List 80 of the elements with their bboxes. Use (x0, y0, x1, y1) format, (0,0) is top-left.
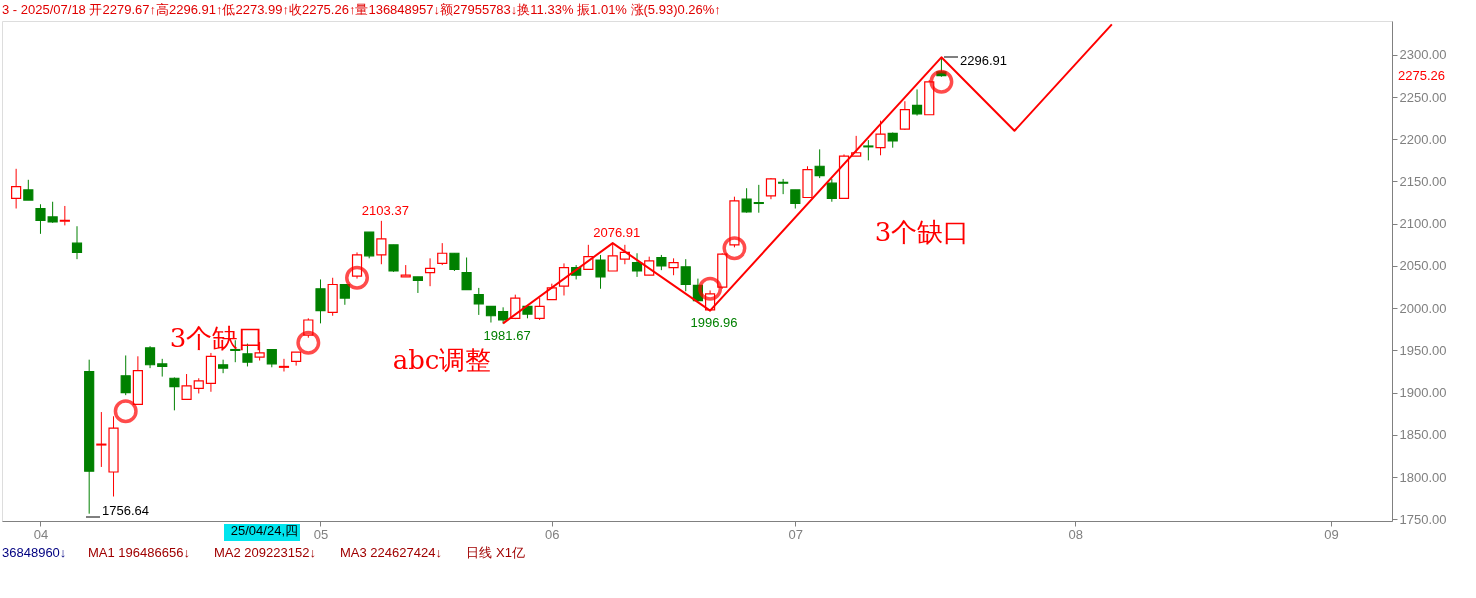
candlestick (35, 203, 46, 235)
candlestick (741, 187, 752, 214)
candlestick (71, 225, 83, 260)
candlestick (790, 189, 801, 209)
line-series (502, 23, 1113, 325)
y-tick-label: 2300.00 (1399, 47, 1447, 63)
candlestick (11, 168, 22, 209)
candlestick (120, 354, 131, 396)
candlestick (899, 100, 910, 131)
y-tick-label: 1900.00 (1399, 385, 1447, 401)
x-tick-label: 07 (788, 526, 804, 542)
candlestick (218, 359, 229, 374)
annotation: abc调整 (392, 345, 492, 375)
candlestick (814, 148, 825, 179)
point (113, 399, 138, 424)
x-tick-label: 05 (313, 526, 329, 542)
y-tick-label: 2000.00 (1399, 300, 1447, 316)
x-tick-label: 04 (33, 526, 49, 542)
candlestick (364, 231, 375, 259)
annotation: 3个缺口 (874, 217, 970, 247)
chart-title: 3 - 2025/07/18 开2279.67↑高2296.91↑低2273.99↑收2275.26↑量136848957↓额27955783↓换11.33% 振1.01% 涨(5.93)0.26%↑ (2, 2, 721, 17)
candlestick (339, 283, 350, 306)
y-tick-label: 2200.00 (1399, 131, 1447, 147)
text: 2275.26 (1398, 68, 1445, 83)
candlestick (47, 201, 58, 224)
text: X1亿 (496, 545, 525, 560)
text: MA1 196486656↓ (88, 545, 190, 560)
point (296, 330, 321, 355)
y-tick-label: 2150.00 (1399, 173, 1447, 189)
candlestick (424, 257, 436, 287)
text: MA3 224627424↓ (340, 545, 442, 560)
annotation: 3个缺口 (169, 323, 265, 353)
candlestick (376, 220, 387, 265)
x-tick-label: 09 (1324, 526, 1339, 542)
text: 36848960↓ (2, 545, 67, 560)
point (345, 265, 370, 290)
y-tick-label: 2100.00 (1399, 216, 1447, 232)
x-tick-label: 08 (1068, 526, 1084, 542)
candlestick (680, 258, 691, 292)
candlestick (765, 177, 777, 200)
candlestick (631, 252, 643, 278)
candlestick (534, 297, 545, 321)
candlestick (778, 178, 789, 195)
candlestick (473, 287, 484, 316)
y-tick-label: 1800.00 (1399, 469, 1447, 485)
candlestick (875, 120, 886, 156)
y-tick-label: 2250.00 (1399, 89, 1447, 105)
y-tick-label: 1850.00 (1399, 427, 1447, 443)
candlestick (144, 345, 156, 369)
point (698, 276, 723, 301)
candlestick (911, 88, 923, 117)
candlestick (607, 242, 618, 272)
candlestick (59, 205, 70, 226)
candlestick (461, 256, 472, 291)
candlestick (315, 278, 326, 324)
annotation: 1756.64 (102, 503, 149, 518)
candlestick (437, 242, 448, 266)
annotation: 2076.91 (593, 225, 641, 241)
candlestick (181, 373, 192, 400)
y-tick-label: 2050.00 (1399, 258, 1447, 274)
point (929, 69, 954, 94)
candlestick (23, 179, 34, 201)
candlestick (595, 254, 606, 290)
y-tick-label: 1950.00 (1399, 342, 1447, 358)
y-tick-label: 1750.00 (1399, 511, 1447, 527)
candlestick (278, 358, 290, 373)
candlestick (826, 178, 837, 203)
annotation: 1996.96 (690, 314, 738, 330)
annotation: 2296.91 (960, 53, 1007, 68)
annotation: 2103.37 (361, 202, 409, 218)
annotation: 1981.67 (483, 327, 531, 343)
text: 25/04/24,四 (230, 523, 298, 538)
text: MA2 209223152↓ (214, 545, 316, 560)
candlestick (863, 139, 874, 161)
point (722, 236, 747, 261)
candlestick (753, 184, 764, 214)
candlestick (412, 276, 423, 294)
x-tick-label: 06 (545, 526, 560, 542)
text: 日线 (466, 545, 492, 560)
candlestick (169, 376, 180, 411)
